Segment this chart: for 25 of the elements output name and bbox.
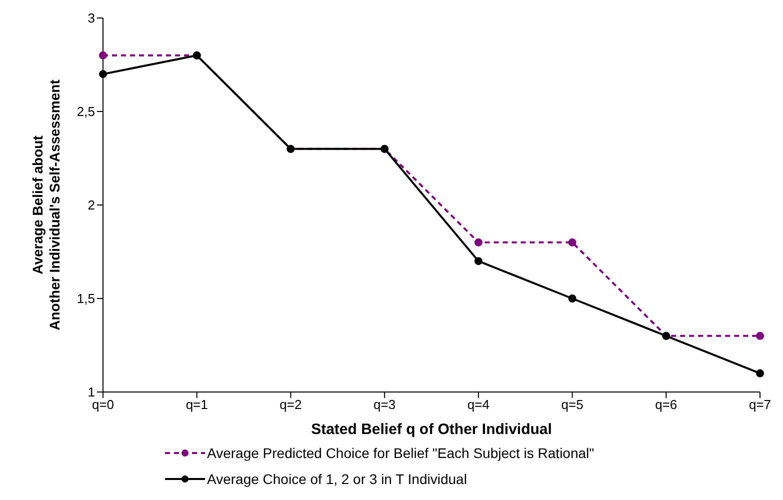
point (756, 369, 764, 378)
point (568, 238, 576, 246)
x-tick-label: q=3 (374, 397, 396, 412)
y-tick-label: 1 (88, 384, 95, 400)
x-tick-label: q=4 (467, 397, 490, 412)
x-tick-label: q=5 (561, 397, 584, 412)
y-tick-label: 1,5 (76, 291, 95, 306)
y-tick-label: 2,5 (76, 104, 95, 120)
y-tick-label: 3 (88, 10, 95, 26)
legend-label: Average Predicted Choice for Belief "Each Subject is Rational" (207, 445, 594, 461)
point (99, 51, 107, 60)
x-tick-label: q=1 (186, 397, 208, 412)
point (99, 70, 107, 78)
y-tick-label: 2 (88, 198, 95, 213)
y-axis-title: Average Belief about Another Individual's Self-Assessment (30, 79, 62, 330)
point (568, 294, 576, 302)
point (474, 257, 482, 266)
x-tick-label: q=7 (748, 397, 772, 412)
point (474, 238, 482, 246)
x-axis-title: Stated Belief q of Other Individual (311, 421, 552, 438)
x-tick-label: q=6 (655, 397, 678, 412)
point (756, 332, 764, 340)
x-tick-label: q=0 (92, 397, 114, 412)
x-tick-label: q=2 (280, 397, 302, 412)
legend-label: Average Choice of 1, 2 or 3 in T Individual (207, 471, 467, 487)
